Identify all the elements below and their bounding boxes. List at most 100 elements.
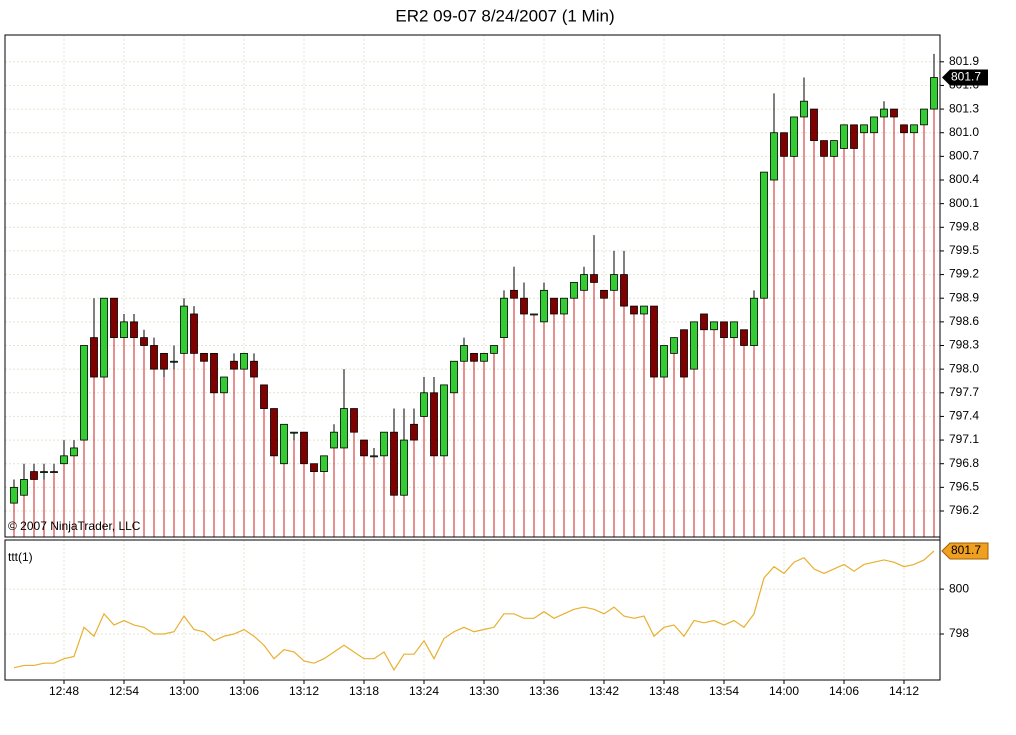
y-tick-label: 798.9 — [949, 290, 979, 304]
candle-body — [230, 360, 238, 370]
candle-body — [390, 431, 398, 496]
last-price-label: 801.7 — [951, 70, 981, 84]
candle-body — [90, 337, 98, 378]
candle-body — [240, 352, 248, 370]
candle-body — [800, 100, 808, 118]
candle-body — [430, 392, 438, 457]
y-tick-label: 801.3 — [949, 101, 979, 115]
candle-body — [590, 274, 598, 283]
x-tick-label: 13:42 — [589, 684, 619, 698]
candle-body — [280, 423, 288, 465]
candle-body — [460, 345, 468, 362]
candle-body — [130, 321, 138, 339]
y-tick-label: 799.5 — [949, 243, 979, 257]
y-tick-label: 800.7 — [949, 149, 979, 163]
y-tick-label: 801.9 — [949, 54, 979, 68]
candle-body — [850, 124, 858, 149]
candle-body — [680, 329, 688, 378]
candle-body — [930, 77, 938, 110]
candle-body — [690, 321, 698, 370]
candle-body — [120, 321, 128, 339]
candle-body — [350, 408, 358, 433]
candle-body — [100, 297, 108, 378]
y-tick-label: 799.8 — [949, 219, 979, 233]
candle-body — [840, 124, 848, 149]
x-tick-label: 12:48 — [49, 684, 79, 698]
candle-body — [310, 463, 318, 472]
y-tick-label: 798.3 — [949, 338, 979, 352]
candle-body — [340, 408, 348, 449]
y-tick-label: 797.1 — [949, 432, 979, 446]
candle-body — [190, 313, 198, 354]
candle-body — [700, 313, 708, 331]
candle-body — [880, 108, 888, 118]
x-tick-label: 13:12 — [289, 684, 319, 698]
y-tick-label: 798.0 — [949, 361, 979, 375]
candle-body — [60, 455, 68, 465]
x-tick-label: 14:06 — [829, 684, 859, 698]
candle-body — [410, 423, 418, 441]
last-price-tag — [942, 69, 988, 86]
candle-body — [550, 297, 558, 315]
x-tick-label: 13:36 — [529, 684, 559, 698]
y-tick-label: 798.6 — [949, 314, 979, 328]
candle-body — [870, 116, 878, 134]
x-tick-label: 14:12 — [889, 684, 919, 698]
candle-body — [520, 297, 528, 315]
last-value-label: 801.7 — [951, 543, 981, 557]
x-tick-label: 13:24 — [409, 684, 439, 698]
candle-body — [580, 274, 588, 291]
x-tick-label: 13:30 — [469, 684, 499, 698]
candle-body — [380, 431, 388, 457]
candle-body — [720, 321, 728, 339]
candle-body — [670, 337, 678, 354]
candle-body — [710, 321, 718, 331]
candle-body — [760, 171, 768, 299]
candle-body — [440, 384, 448, 457]
candle-body — [170, 360, 178, 363]
candle-body — [150, 345, 158, 370]
copyright: © 2007 NinjaTrader, LLC — [8, 519, 141, 533]
candle-body — [740, 329, 748, 346]
candle-body — [400, 439, 408, 496]
plot-layer — [5, 35, 940, 680]
candle-body — [360, 439, 368, 457]
candle-body — [500, 297, 508, 339]
candle-body — [470, 352, 478, 362]
candle-body — [270, 408, 278, 457]
candle-body — [290, 431, 298, 434]
candle-body — [820, 140, 828, 157]
candle-body — [890, 108, 898, 118]
candle-body — [570, 282, 578, 299]
x-tick-label: 12:54 — [109, 684, 139, 698]
candle-body — [920, 108, 928, 126]
candle-body — [830, 140, 838, 157]
candle-body — [70, 447, 78, 457]
y-tick-label: 796.5 — [949, 480, 979, 494]
candle-body — [600, 289, 608, 299]
candle-body — [540, 289, 548, 323]
candle-body — [370, 455, 378, 458]
candle-body — [260, 384, 268, 409]
candle-body — [180, 305, 188, 354]
candle-body — [660, 345, 668, 378]
candle-body — [80, 345, 88, 441]
x-tick-label: 13:48 — [649, 684, 679, 698]
candle-body — [140, 337, 148, 346]
candle-body — [300, 431, 308, 465]
x-tick-label: 13:00 — [169, 684, 199, 698]
candle-body — [250, 360, 258, 378]
y-tick-label: 800 — [949, 581, 969, 595]
candle-body — [650, 305, 658, 378]
candle-body — [640, 305, 648, 315]
candle-body — [490, 345, 498, 354]
candle-body — [770, 132, 778, 181]
y-tick-label: 801.0 — [949, 125, 979, 139]
x-tick-label: 13:06 — [229, 684, 259, 698]
candle-body — [420, 392, 428, 417]
candle-body — [450, 360, 458, 394]
y-tick-label: 796.8 — [949, 456, 979, 470]
x-tick-label: 13:18 — [349, 684, 379, 698]
last-value-tag — [941, 542, 989, 560]
